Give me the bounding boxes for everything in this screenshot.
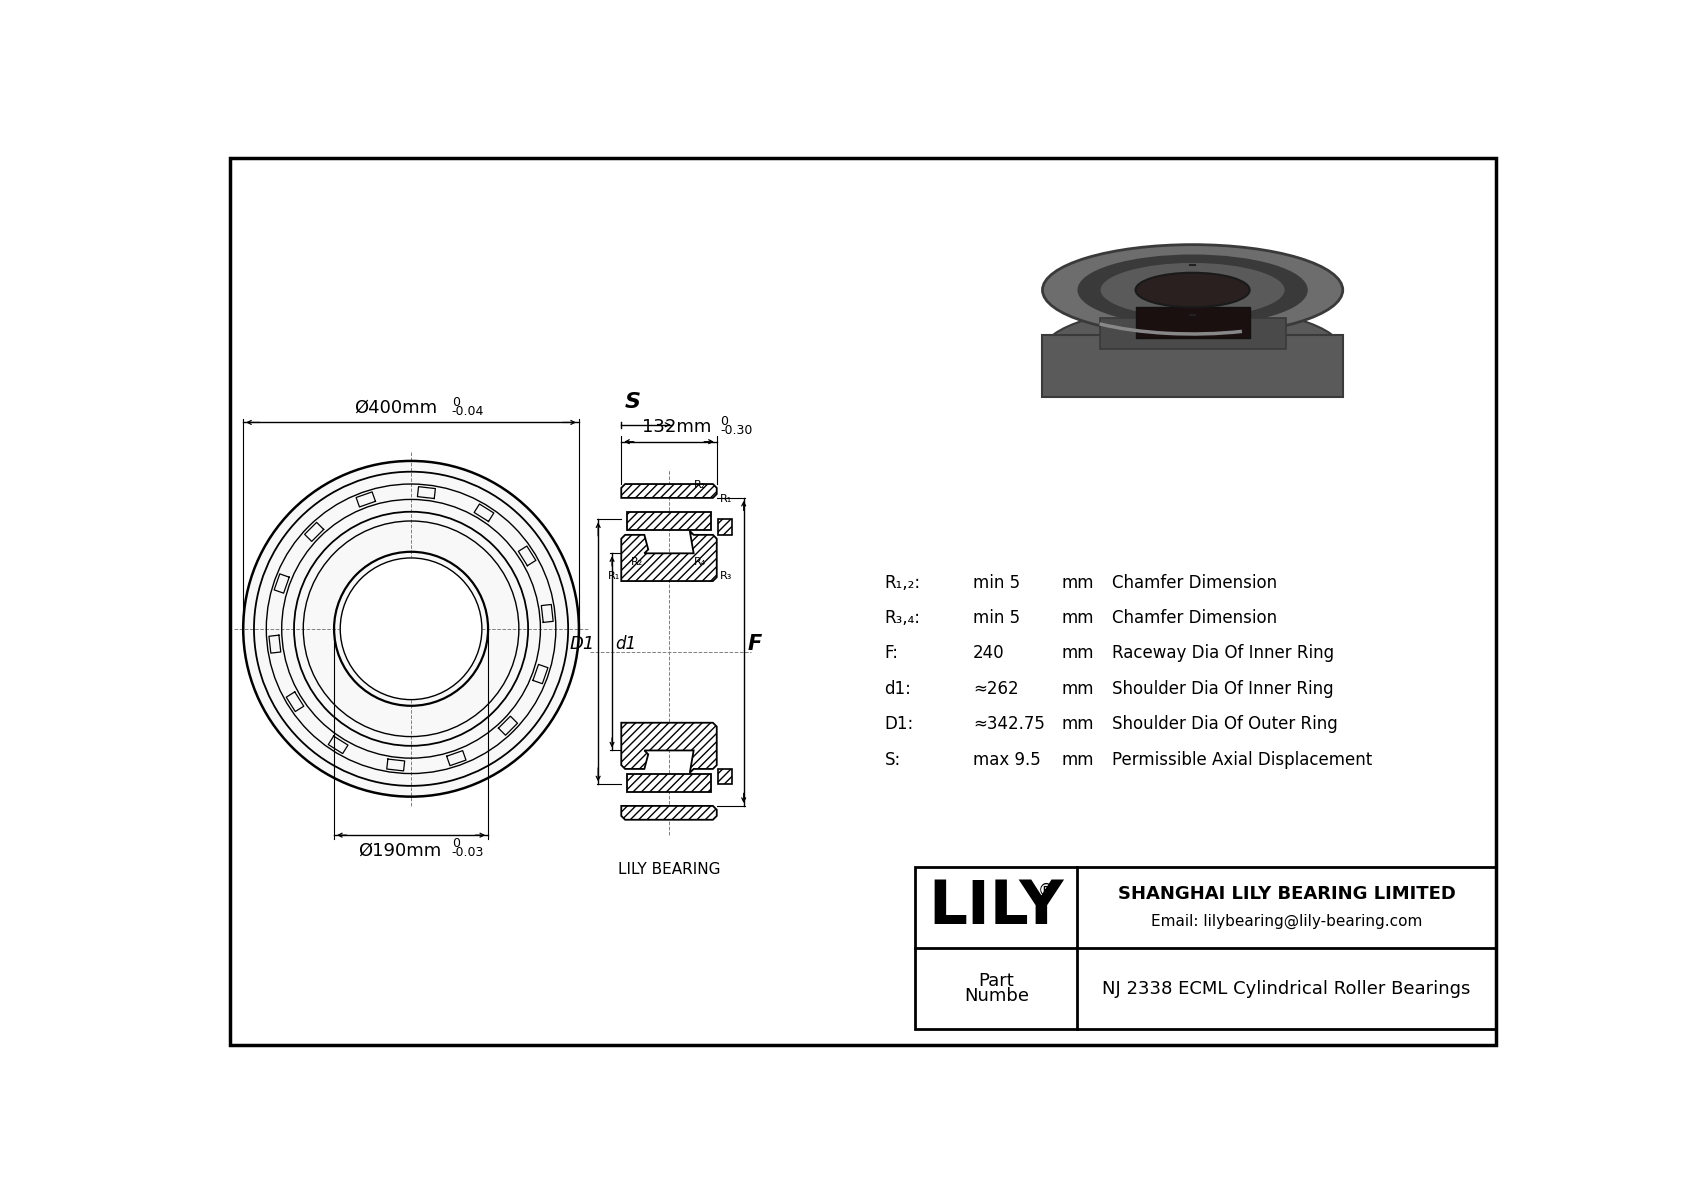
Text: LILY: LILY — [928, 879, 1064, 937]
Text: d1: d1 — [615, 635, 637, 653]
Text: mm: mm — [1061, 716, 1095, 734]
Text: 0: 0 — [451, 837, 460, 849]
Text: 0: 0 — [451, 395, 460, 409]
Text: R₃,₄:: R₃,₄: — [884, 609, 921, 626]
Polygon shape — [628, 773, 711, 792]
Ellipse shape — [1100, 262, 1285, 318]
Text: ®: ® — [1037, 883, 1054, 900]
Text: F: F — [748, 634, 761, 654]
Text: ≈262: ≈262 — [973, 680, 1019, 698]
Text: 132mm: 132mm — [642, 418, 711, 436]
Polygon shape — [621, 484, 717, 498]
Ellipse shape — [1135, 273, 1250, 307]
Text: D1:: D1: — [884, 716, 914, 734]
Polygon shape — [621, 531, 717, 581]
Text: Numbe: Numbe — [963, 987, 1029, 1005]
Text: mm: mm — [1061, 644, 1095, 662]
Polygon shape — [621, 723, 717, 773]
Polygon shape — [1042, 336, 1342, 397]
Text: LILY BEARING: LILY BEARING — [618, 862, 721, 878]
Text: ≈342.75: ≈342.75 — [973, 716, 1046, 734]
Text: Chamfer Dimension: Chamfer Dimension — [1111, 574, 1276, 592]
Text: Email: lilybearing@lily-bearing.com: Email: lilybearing@lily-bearing.com — [1150, 915, 1423, 929]
Text: -0.03: -0.03 — [451, 846, 485, 859]
Text: NJ 2338 ECML Cylindrical Roller Bearings: NJ 2338 ECML Cylindrical Roller Bearings — [1103, 980, 1470, 998]
Ellipse shape — [1042, 306, 1342, 397]
Text: Raceway Dia Of Inner Ring: Raceway Dia Of Inner Ring — [1111, 644, 1334, 662]
Ellipse shape — [1078, 256, 1307, 324]
Text: -0.04: -0.04 — [451, 405, 485, 418]
Text: d1:: d1: — [884, 680, 911, 698]
Text: mm: mm — [1061, 750, 1095, 768]
Text: R₂: R₂ — [694, 480, 706, 491]
Text: Shoulder Dia Of Outer Ring: Shoulder Dia Of Outer Ring — [1111, 716, 1337, 734]
Text: R₁,₂:: R₁,₂: — [884, 574, 921, 592]
Text: min 5: min 5 — [973, 609, 1021, 626]
Circle shape — [242, 461, 579, 797]
Text: R₁: R₁ — [608, 572, 620, 581]
Text: max 9.5: max 9.5 — [973, 750, 1041, 768]
Polygon shape — [719, 519, 733, 535]
Polygon shape — [1100, 318, 1285, 349]
Text: SHANGHAI LILY BEARING LIMITED: SHANGHAI LILY BEARING LIMITED — [1118, 885, 1455, 903]
Text: S:: S: — [884, 750, 901, 768]
Text: -0.30: -0.30 — [721, 424, 753, 437]
Circle shape — [340, 557, 482, 699]
Text: F:: F: — [884, 644, 899, 662]
Text: R₂: R₂ — [630, 557, 643, 567]
Polygon shape — [628, 512, 711, 530]
Text: min 5: min 5 — [973, 574, 1021, 592]
Text: Part: Part — [978, 972, 1014, 990]
Polygon shape — [719, 769, 733, 785]
Text: R₄: R₄ — [694, 557, 706, 567]
Text: 240: 240 — [973, 644, 1005, 662]
Polygon shape — [621, 806, 717, 819]
Text: R₃: R₃ — [719, 572, 733, 581]
Text: R₁: R₁ — [719, 494, 733, 505]
Text: mm: mm — [1061, 574, 1095, 592]
Text: Chamfer Dimension: Chamfer Dimension — [1111, 609, 1276, 626]
Text: Ø190mm: Ø190mm — [359, 841, 441, 860]
Text: mm: mm — [1061, 609, 1095, 626]
Text: Shoulder Dia Of Inner Ring: Shoulder Dia Of Inner Ring — [1111, 680, 1334, 698]
Text: Permissible Axial Displacement: Permissible Axial Displacement — [1111, 750, 1372, 768]
Polygon shape — [1135, 307, 1250, 338]
Text: mm: mm — [1061, 680, 1095, 698]
Text: S: S — [625, 392, 642, 412]
Text: Ø400mm: Ø400mm — [354, 398, 438, 417]
Text: D1: D1 — [569, 635, 594, 653]
Text: 0: 0 — [721, 414, 729, 428]
Ellipse shape — [1042, 244, 1342, 336]
Bar — [916, 867, 1495, 1029]
